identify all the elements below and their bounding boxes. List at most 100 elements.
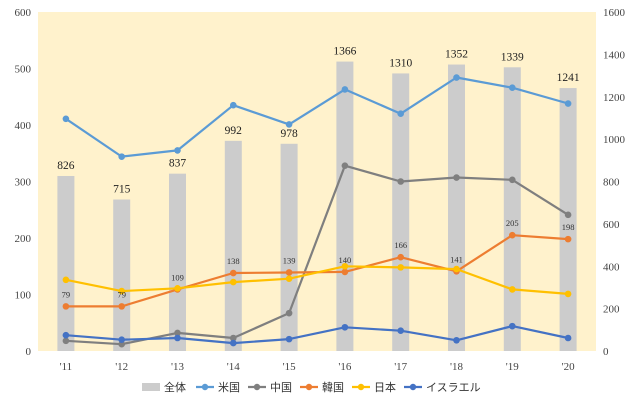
legend-item-3: 韓国 [300, 381, 344, 394]
legend-label-0: 全体 [164, 380, 186, 394]
point-series-4-4 [285, 335, 293, 343]
point-series-0-8 [509, 84, 516, 92]
point-series-3-8 [509, 286, 516, 293]
right-axis-tick-6: 1200 [603, 92, 626, 104]
point-series-0-2 [174, 147, 181, 154]
legend-item-4: 日本 [352, 380, 396, 394]
x-axis-tick-5: '16 [338, 361, 351, 373]
korea-data-label-7: 141 [450, 254, 463, 264]
right-axis-tick-5: 1000 [603, 134, 626, 146]
point-series-2-5 [341, 268, 349, 276]
point-series-3-5 [341, 262, 349, 270]
point-series-2-3 [230, 269, 237, 277]
x-axis-tick-6: '17 [394, 361, 407, 373]
point-series-1-3 [230, 334, 237, 342]
left-axis-tick-2: 200 [15, 233, 32, 245]
total-data-label-8: 1339 [501, 51, 524, 63]
total-data-label-1: 715 [113, 184, 131, 196]
point-series-0-5 [341, 86, 349, 93]
point-series-2-9 [564, 235, 572, 243]
line-series-0 [65, 76, 569, 158]
right-axis-tick-2: 400 [603, 261, 620, 273]
point-series-0-4 [285, 121, 293, 128]
left-axis-tick-6: 600 [15, 7, 32, 19]
point-series-4-8 [509, 322, 516, 330]
legend-item-1: 米国 [196, 381, 240, 394]
right-axis-tick-1: 200 [603, 304, 620, 316]
point-series-3-7 [453, 265, 460, 273]
legend-label-3: 韓国 [322, 381, 344, 394]
point-series-3-3 [230, 278, 237, 286]
legend-marker-5 [409, 383, 417, 391]
right-axis-tick-7: 1400 [603, 49, 626, 61]
point-series-1-9 [564, 211, 572, 219]
right-axis-tick-0: 0 [603, 346, 609, 358]
total-data-label-7: 1352 [445, 49, 468, 61]
point-series-0-7 [453, 74, 460, 81]
point-series-4-1 [118, 336, 125, 344]
legend-label-2: 中国 [270, 381, 292, 394]
korea-data-label-1: 79 [117, 289, 126, 299]
left-axis-tick-4: 400 [15, 120, 32, 132]
total-data-label-5: 1366 [333, 46, 356, 58]
legend-label-4: 日本 [374, 380, 396, 394]
line-series-3 [65, 265, 569, 295]
legend-label-5: イスラエル [426, 381, 481, 394]
point-series-4-2 [174, 334, 181, 342]
point-series-0-1 [118, 153, 125, 160]
point-series-1-1 [118, 340, 125, 348]
total-data-label-9: 1241 [557, 72, 580, 84]
korea-data-label-8: 205 [506, 218, 519, 228]
point-series-0-3 [230, 101, 237, 109]
legend-item-0: 全体 [142, 380, 186, 394]
plot-background [38, 12, 596, 351]
point-series-4-9 [564, 334, 572, 342]
total-data-label-0: 826 [57, 160, 75, 172]
legend-marker-3 [305, 383, 313, 391]
legend-swatch-0 [142, 383, 160, 391]
x-axis-tick-4: '15 [283, 361, 296, 373]
point-series-1-8 [509, 176, 516, 184]
point-series-3-6 [397, 264, 405, 271]
point-series-0-6 [397, 110, 405, 117]
point-series-4-0 [62, 331, 70, 339]
legend-marker-4 [357, 383, 365, 391]
bar-total-8 [503, 67, 521, 351]
left-axis-tick-5: 500 [15, 64, 32, 76]
point-series-3-0 [62, 276, 70, 284]
korea-data-label-6: 166 [394, 240, 407, 250]
total-data-label-4: 978 [280, 128, 298, 140]
point-series-2-1 [118, 303, 125, 310]
right-axis-tick-4: 800 [603, 177, 620, 189]
point-series-3-4 [285, 275, 293, 282]
x-axis-tick-3: '14 [227, 361, 240, 373]
korea-data-label-4: 139 [283, 255, 296, 265]
bar-total-7 [448, 64, 465, 352]
right-axis-tick-3: 600 [603, 219, 620, 231]
bar-total-0 [57, 175, 75, 351]
point-series-1-7 [453, 174, 460, 181]
point-series-4-7 [453, 336, 460, 344]
korea-data-label-3: 138 [227, 256, 240, 266]
legend-label-1: 米国 [218, 381, 240, 394]
bar-total-4 [280, 143, 298, 351]
line-series-4 [65, 325, 569, 345]
x-axis-tick-2: '13 [171, 361, 184, 373]
bar-total-6 [392, 73, 410, 351]
point-series-2-4 [285, 269, 293, 276]
left-axis-tick-1: 100 [15, 290, 32, 302]
korea-data-label-5: 140 [339, 255, 352, 265]
point-series-1-4 [285, 309, 293, 317]
point-series-3-2 [174, 284, 181, 292]
total-data-label-3: 992 [225, 125, 243, 137]
point-series-0-9 [564, 100, 572, 107]
point-series-2-0 [62, 303, 70, 310]
legend-marker-2 [253, 383, 261, 391]
korea-data-label-9: 198 [562, 222, 575, 232]
point-series-3-9 [564, 290, 572, 298]
point-series-1-5 [341, 162, 349, 169]
bar-total-1 [113, 199, 131, 351]
point-series-3-1 [118, 287, 125, 295]
korea-data-label-0: 79 [62, 289, 71, 299]
x-axis-tick-9: '20 [562, 361, 575, 373]
